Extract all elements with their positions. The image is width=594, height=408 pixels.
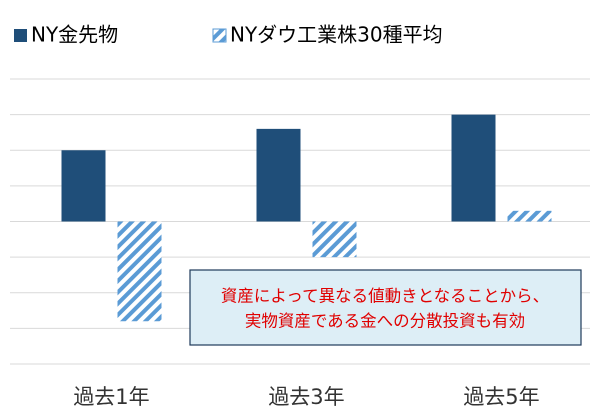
bar (61, 150, 106, 222)
bar (451, 114, 496, 222)
legend-label: NY金先物 (31, 23, 118, 47)
legend-swatch (14, 29, 27, 42)
annotation-text: 資産によって異なる値動きとなることから、 (221, 287, 549, 306)
bar (312, 221, 357, 258)
legend-swatch (212, 28, 227, 43)
bar (507, 210, 552, 222)
annotation-text: 実物資産である金への分散投資も有効 (245, 312, 525, 331)
bar (256, 128, 301, 222)
bar (117, 221, 162, 322)
x-tick-label: 過去1年 (73, 385, 149, 408)
x-tick-label: 過去3年 (268, 385, 344, 408)
x-tick-label: 過去5年 (463, 385, 539, 408)
legend-label: NYダウ工業株30種平均 (230, 23, 443, 47)
annotation-box (189, 269, 582, 346)
